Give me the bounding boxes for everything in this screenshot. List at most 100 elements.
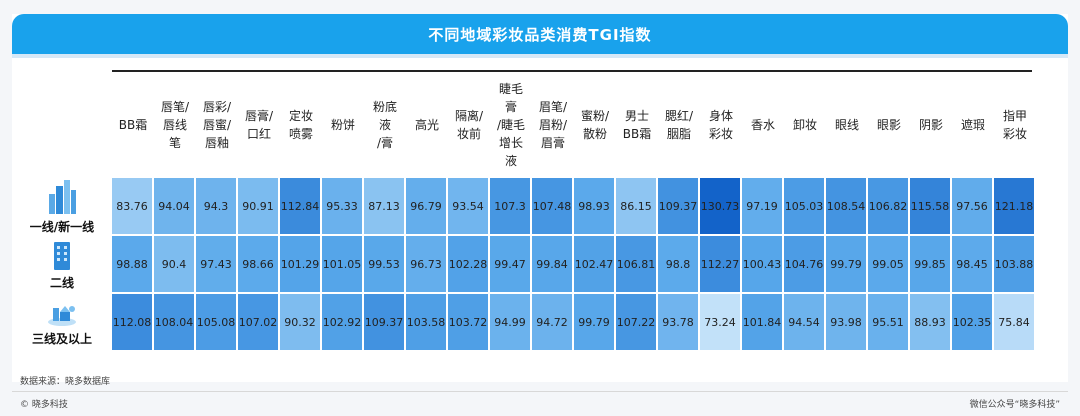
heatmap-cell: 107.22 [616,294,658,352]
column-header-label: 身体 彩妆 [708,109,733,141]
column-header-label: 眼影 [876,118,901,132]
column-header-label: 睫毛 膏 /睫毛 增长 液 [496,82,526,168]
heatmap-cell: 109.37 [364,294,406,352]
column-header-label: 阴影 [918,118,943,132]
heatmap-cell: 101.84 [742,294,784,352]
heatmap-cell: 130.73 [700,178,742,236]
heatmap-cell: 102.47 [574,236,616,294]
heatmap-cell: 94.04 [154,178,196,236]
heatmap-cell: 96.73 [406,236,448,294]
heatmap-cell: 75.84 [994,294,1036,352]
column-header: 指甲 彩妆 [994,72,1036,178]
heatmap-cell: 112.84 [280,178,322,236]
heatmap-cell: 99.84 [532,236,574,294]
heatmap-cell: 103.72 [448,294,490,352]
column-header-label: 腮红/ 胭脂 [664,109,694,141]
column-header-label: 指甲 彩妆 [1002,109,1027,141]
heatmap-cell: 99.05 [868,236,910,294]
row-header: 一线/新一线 [12,178,112,236]
column-header-label: 定妆 喷雾 [288,109,313,141]
footer-divider [12,391,1068,392]
heatmap-cell: 93.78 [658,294,700,352]
column-header: 卸妆 [784,72,826,178]
heatmap-cell: 99.47 [490,236,532,294]
column-header-label: 眼线 [834,118,859,132]
column-header: BB霜 [112,72,154,178]
column-header: 蜜粉/ 散粉 [574,72,616,178]
column-header: 唇彩/ 唇蜜/ 唇釉 [196,72,238,178]
column-header: 遮瑕 [952,72,994,178]
heatmap-cell: 105.03 [784,178,826,236]
row-header: 二线 [12,236,112,294]
column-header-label: 唇膏/ 口红 [244,109,274,141]
heatmap-cell: 99.79 [826,236,868,294]
heatmap-cell: 108.04 [154,294,196,352]
heatmap-cell: 99.85 [910,236,952,294]
heatmap-cell: 86.15 [616,178,658,236]
row-header: 三线及以上 [12,294,112,352]
column-header-label: 隔离/ 妆前 [454,109,484,141]
heatmap-cell: 83.76 [112,178,154,236]
column-header: 唇膏/ 口红 [238,72,280,178]
row-label: 一线/新一线 [29,219,95,234]
heatmap-cell: 96.79 [406,178,448,236]
column-header: 唇笔/ 唇线 笔 [154,72,196,178]
heatmap-cell: 99.53 [364,236,406,294]
heatmap-cell: 94.99 [490,294,532,352]
heatmap-cell: 108.54 [826,178,868,236]
row-label: 三线及以上 [31,331,92,346]
heatmap-cell: 107.48 [532,178,574,236]
column-header: 眉笔/ 眉粉/ 眉膏 [532,72,574,178]
heatmap-cell: 103.58 [406,294,448,352]
heatmap-cell: 98.88 [112,236,154,294]
heatmap-cell: 73.24 [700,294,742,352]
column-header-label: 蜜粉/ 散粉 [580,109,610,141]
heatmap-cell: 107.3 [490,178,532,236]
column-header: 男士 BB霜 [616,72,658,178]
heatmap-cell: 112.27 [700,236,742,294]
heatmap-cell: 100.43 [742,236,784,294]
header-top-rule [112,70,1032,72]
column-header: 眼影 [868,72,910,178]
heatmap-cell: 102.35 [952,294,994,352]
chart-title: 不同地域彩妆品类消费TGI指数 [12,14,1068,58]
heatmap-cell: 94.3 [196,178,238,236]
heatmap-cell: 115.58 [910,178,952,236]
column-header-label: 高光 [414,118,439,132]
heatmap-cell: 95.33 [322,178,364,236]
column-header: 身体 彩妆 [700,72,742,178]
heatmap-cell: 88.93 [910,294,952,352]
column-header: 睫毛 膏 /睫毛 增长 液 [490,72,532,178]
heatmap-cell: 104.76 [784,236,826,294]
heatmap-cell: 98.45 [952,236,994,294]
heatmap-cell: 99.79 [574,294,616,352]
heatmap-cell: 106.82 [868,178,910,236]
heatmap-cell: 98.93 [574,178,616,236]
heatmap-cell: 98.8 [658,236,700,294]
column-header-label: 遮瑕 [960,118,985,132]
heatmap-cell: 94.72 [532,294,574,352]
city-skyline-icon [47,179,77,214]
heatmap-cell: 87.13 [364,178,406,236]
heatmap-cell: 101.29 [280,236,322,294]
heatmap-cell: 97.43 [196,236,238,294]
column-header-label: BB霜 [118,118,148,132]
brand-credit: © 晓多科技 [20,400,68,410]
heatmap-cell: 105.08 [196,294,238,352]
column-header: 粉底 液 /膏 [364,72,406,178]
wechat-credit: 微信公众号“晓多科技” [969,400,1060,410]
heatmap-cell: 102.28 [448,236,490,294]
heatmap-cell: 90.91 [238,178,280,236]
heatmap-cell: 121.18 [994,178,1036,236]
column-header-label: 粉底 液 /膏 [372,100,397,150]
heatmap-cell: 112.08 [112,294,154,352]
column-header: 腮红/ 胭脂 [658,72,700,178]
data-source-note: 数据来源：晓多数据库 [20,377,111,387]
small-town-icon [47,300,77,326]
heatmap-cell: 94.54 [784,294,826,352]
column-header-label: 卸妆 [792,118,817,132]
office-building-icon [51,240,73,270]
heatmap-cell: 102.92 [322,294,364,352]
column-header: 香水 [742,72,784,178]
heatmap-cell: 95.51 [868,294,910,352]
